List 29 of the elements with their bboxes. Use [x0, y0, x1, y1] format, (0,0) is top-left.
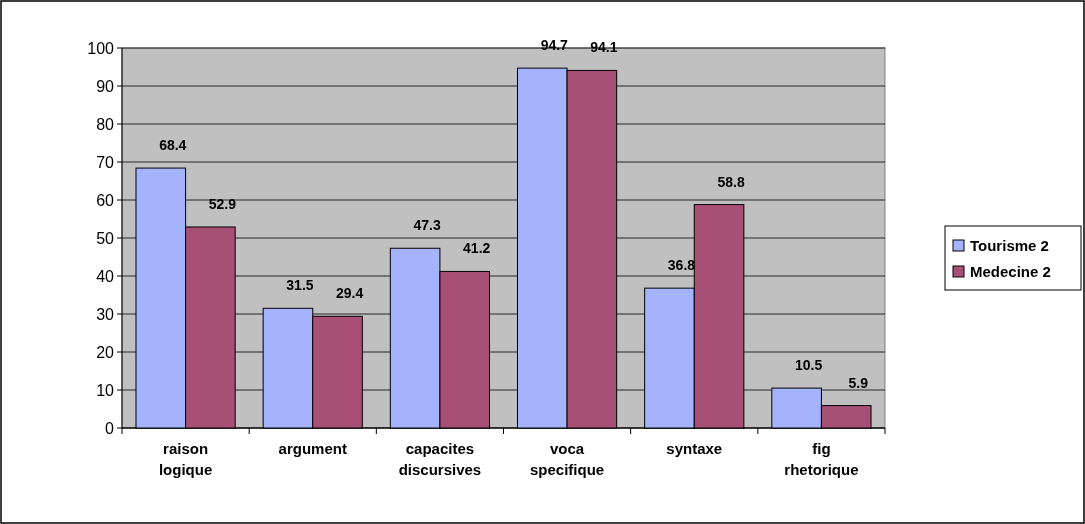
data-label: 41.2 [463, 240, 491, 257]
data-label: 5.9 [848, 374, 869, 391]
y-tick-label: 60 [96, 191, 115, 209]
y-tick-label: 40 [96, 267, 115, 285]
y-tick-label: 10 [96, 381, 115, 399]
data-label: 10.5 [794, 357, 823, 374]
legend-label: Medecine 2 [970, 263, 1051, 281]
y-tick-label: 80 [96, 115, 115, 133]
x-tick-label: syntaxe [666, 440, 723, 457]
y-tick-label: 30 [96, 305, 115, 323]
data-label: 31.5 [286, 277, 314, 294]
x-tick-label: argument [278, 440, 347, 457]
y-tick-label: 70 [96, 153, 115, 171]
x-tick-label: raison logique [158, 440, 213, 478]
data-label: 94.1 [590, 39, 618, 56]
x-tick-label: fig rhetorique [784, 440, 859, 478]
y-tick-label: 100 [87, 39, 115, 57]
x-tick-label: voca specifique [529, 440, 605, 478]
data-label: 47.3 [413, 217, 441, 234]
x-tick-label: capacites discursives [398, 440, 482, 478]
data-label: 68.4 [159, 137, 187, 154]
y-tick-label: 0 [105, 419, 115, 437]
data-label: 52.9 [208, 195, 237, 212]
y-tick-label: 90 [96, 77, 115, 95]
legend-label: Tourisme 2 [970, 237, 1049, 255]
y-tick-label: 50 [96, 229, 115, 247]
data-label: 58.8 [717, 173, 745, 190]
data-label: 29.4 [335, 285, 364, 302]
y-tick-label: 20 [96, 343, 115, 361]
